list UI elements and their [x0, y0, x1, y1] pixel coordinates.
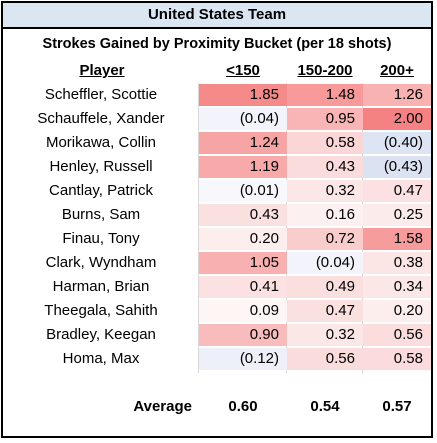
value-150-200: 0.16 [287, 204, 363, 226]
value-200-plus: 1.58 [363, 228, 431, 250]
value-200-plus: 0.20 [363, 300, 431, 322]
player-name: Theegala, Sahith [44, 302, 158, 319]
table-subtitle: Strokes Gained by Proximity Bucket (per … [42, 36, 392, 52]
value-150-200: 0.32 [287, 180, 363, 202]
value-under-150: 0.20 [199, 228, 287, 250]
column-header-row: Player <150 150-200 200+ [3, 59, 431, 83]
value-200-plus: 0.38 [363, 252, 431, 274]
table-row: Theegala, Sahith 0.09 0.47 0.20 [3, 299, 431, 323]
value-200-plus: 1.26 [363, 84, 431, 106]
player-name: Cantlay, Patrick [49, 182, 153, 199]
value-under-150: 0.09 [199, 300, 287, 322]
average-under-150: 0.60 [228, 398, 258, 415]
value-under-150: 0.90 [199, 324, 287, 346]
table-row: Burns, Sam 0.43 0.16 0.25 [3, 203, 431, 227]
value-150-200: 0.58 [287, 132, 363, 154]
player-rows: Scheffler, Scottie 1.85 1.48 1.26 Schauffele… [3, 83, 431, 371]
player-name: Finau, Tony [62, 230, 140, 247]
player-name: Harman, Brian [52, 278, 150, 295]
value-200-plus: (0.40) [363, 132, 431, 154]
value-150-200: 0.56 [287, 348, 363, 370]
average-200-plus: 0.57 [382, 398, 412, 415]
player-name: Morikawa, Collin [45, 134, 157, 151]
value-under-150: 0.41 [199, 276, 287, 298]
value-150-200: 0.47 [287, 300, 363, 322]
value-150-200: 0.32 [287, 324, 363, 346]
value-200-plus: 2.00 [363, 108, 431, 130]
column-header-200-plus: 200+ [380, 62, 414, 79]
value-under-150: 1.85 [199, 84, 287, 106]
average-label: Average [133, 398, 192, 415]
player-name: Schauffele, Xander [37, 110, 165, 127]
value-200-plus: (0.43) [363, 156, 431, 178]
table-row: Henley, Russell 1.19 0.43 (0.43) [3, 155, 431, 179]
table-row: Homa, Max (0.12) 0.56 0.58 [3, 347, 431, 371]
player-name: Clark, Wyndham [45, 254, 157, 271]
value-150-200: (0.04) [287, 252, 363, 274]
table-row: Cantlay, Patrick (0.01) 0.32 0.47 [3, 179, 431, 203]
table-row: Scheffler, Scottie 1.85 1.48 1.26 [3, 83, 431, 107]
column-header-150-200: 150-200 [297, 62, 353, 79]
value-under-150: (0.04) [199, 108, 287, 130]
table-row: Clark, Wyndham 1.05 (0.04) 0.38 [3, 251, 431, 275]
average-150-200: 0.54 [310, 398, 340, 415]
table-row: Schauffele, Xander (0.04) 0.95 2.00 [3, 107, 431, 131]
value-150-200: 0.49 [287, 276, 363, 298]
value-150-200: 0.95 [287, 108, 363, 130]
value-under-150: 1.24 [199, 132, 287, 154]
average-row: Average 0.60 0.54 0.57 [3, 395, 431, 419]
table-row: Harman, Brian 0.41 0.49 0.34 [3, 275, 431, 299]
value-200-plus: 0.47 [363, 180, 431, 202]
value-200-plus: 0.25 [363, 204, 431, 226]
player-name: Henley, Russell [49, 158, 153, 175]
value-200-plus: 0.58 [363, 348, 431, 370]
value-150-200: 1.48 [287, 84, 363, 106]
player-name: Homa, Max [62, 350, 140, 367]
value-150-200: 0.43 [287, 156, 363, 178]
value-150-200: 0.72 [287, 228, 363, 250]
table-row: Finau, Tony 0.20 0.72 1.58 [3, 227, 431, 251]
column-header-under-150: <150 [226, 62, 260, 79]
value-under-150: (0.12) [199, 348, 287, 370]
table-row: Bradley, Keegan 0.90 0.32 0.56 [3, 323, 431, 347]
value-under-150: 1.19 [199, 156, 287, 178]
player-name: Burns, Sam [61, 206, 141, 223]
player-name: Bradley, Keegan [46, 326, 156, 343]
team-title: United States Team [3, 3, 431, 29]
value-200-plus: 0.56 [363, 324, 431, 346]
value-under-150: 1.05 [199, 252, 287, 274]
column-header-player: Player [79, 62, 125, 79]
team-table: United States Team Strokes Gained by Pro… [1, 1, 433, 438]
column-divider [198, 83, 199, 373]
player-name: Scheffler, Scottie [44, 86, 158, 103]
value-under-150: (0.01) [199, 180, 287, 202]
value-200-plus: 0.34 [363, 276, 431, 298]
value-under-150: 0.43 [199, 204, 287, 226]
table-row: Morikawa, Collin 1.24 0.58 (0.40) [3, 131, 431, 155]
